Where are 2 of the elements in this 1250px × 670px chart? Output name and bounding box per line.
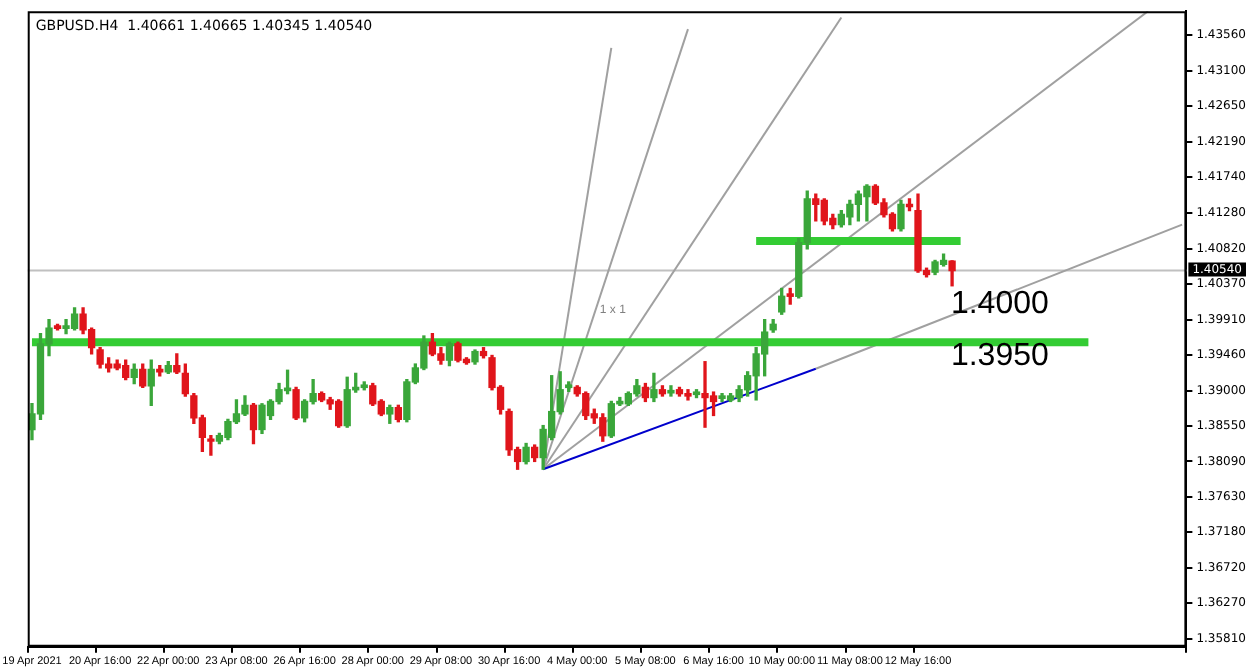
annotation: 1.3950 [950, 338, 1049, 373]
annotation: 1.4000 [950, 287, 1049, 322]
